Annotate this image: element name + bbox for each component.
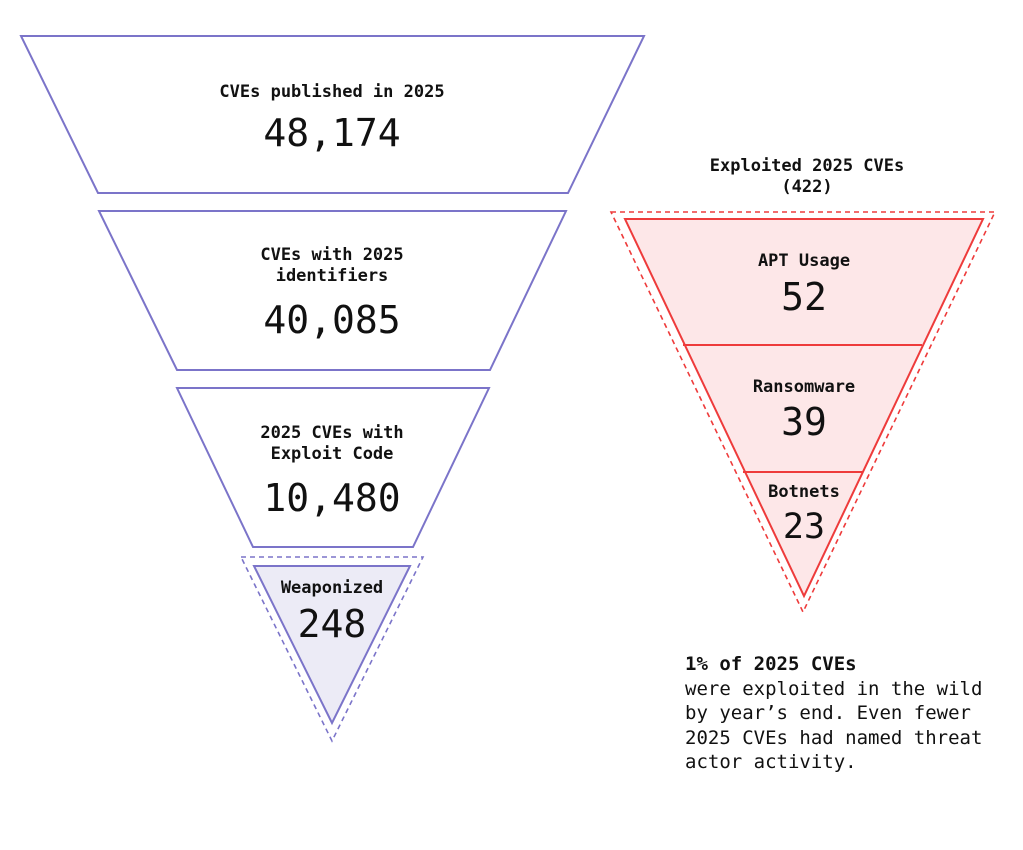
right-segment-ransomware-value: 39 <box>781 400 827 444</box>
summary-note-body: were exploited in the wild by year’s end… <box>685 677 983 774</box>
funnel-tip-weaponized-label: Weaponized <box>281 578 383 598</box>
funnel-stage-exploit-code-value: 10,480 <box>263 476 400 520</box>
right-funnel-dashed-outline <box>609 211 997 614</box>
left-funnel: CVEs published in 2025 48,174 CVEs with … <box>19 35 646 743</box>
summary-note-headline: 1% of 2025 CVEs <box>685 653 857 675</box>
funnel-stage-published-shape <box>19 35 646 194</box>
funnel-stage-exploit-code-label-line2: Exploit Code <box>271 444 394 464</box>
funnel-stage-identifiers: CVEs with 2025 identifiers 40,085 <box>97 210 568 371</box>
right-segment-apt-usage-value: 52 <box>781 275 827 319</box>
right-funnel-title-line2: (422) <box>781 177 832 197</box>
right-segment-botnets: Botnets 23 <box>768 482 840 547</box>
funnel-stage-identifiers-label-line1: CVEs with 2025 <box>260 245 403 265</box>
right-funnel: Exploited 2025 CVEs (422) APT Usage 52 R… <box>609 156 997 614</box>
funnel-stage-identifiers-shape <box>97 210 568 371</box>
funnel-tip-weaponized-value: 248 <box>298 602 367 646</box>
funnel-stage-identifiers-label-line2: identifiers <box>276 266 389 286</box>
right-segment-apt-usage: APT Usage 52 <box>758 251 850 319</box>
right-segment-ransomware-label: Ransomware <box>753 377 855 397</box>
funnel-stage-identifiers-value: 40,085 <box>263 298 400 342</box>
funnel-tip-weaponized-dashed-outline <box>239 556 425 743</box>
right-segment-apt-usage-label: APT Usage <box>758 251 850 271</box>
right-segment-ransomware: Ransomware 39 <box>753 377 855 444</box>
right-funnel-triangle <box>623 218 985 599</box>
summary-note: 1% of 2025 CVEs were exploited in the wi… <box>685 652 1005 775</box>
funnel-stage-published: CVEs published in 2025 48,174 <box>19 35 646 194</box>
funnel-tip-weaponized-shape <box>252 565 412 726</box>
funnel-tip-weaponized: Weaponized 248 <box>239 556 425 743</box>
funnel-stage-published-label: CVEs published in 2025 <box>219 82 444 102</box>
funnel-stage-exploit-code-shape <box>175 387 491 548</box>
right-funnel-title-line1: Exploited 2025 CVEs <box>710 156 904 176</box>
funnel-stage-exploit-code-label-line1: 2025 CVEs with <box>260 423 403 443</box>
right-segment-botnets-value: 23 <box>783 507 825 547</box>
right-segment-botnets-label: Botnets <box>768 482 840 502</box>
funnel-stage-exploit-code: 2025 CVEs with Exploit Code 10,480 <box>175 387 491 548</box>
funnel-stage-published-value: 48,174 <box>263 111 400 155</box>
